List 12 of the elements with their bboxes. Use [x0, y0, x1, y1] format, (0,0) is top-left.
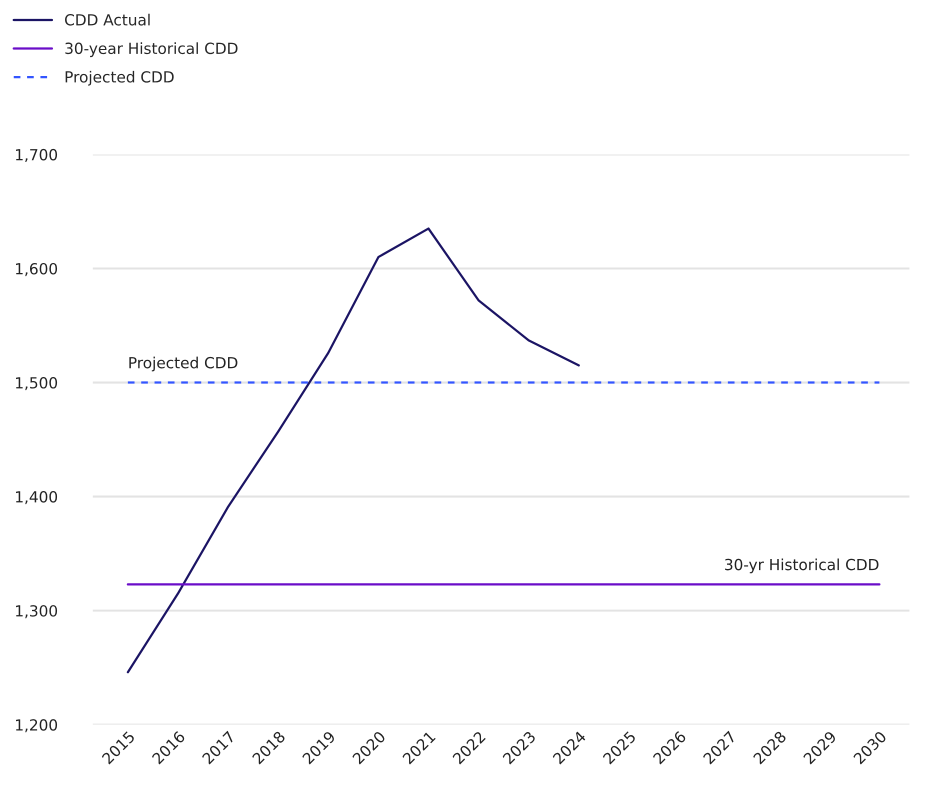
- y-tick-label: 1,700: [16, 148, 58, 162]
- annotation: 30-yr Historical CDD: [725, 558, 878, 574]
- legend-label: 30-year Historical CDD: [65, 42, 238, 58]
- line-series: [126, 227, 580, 674]
- y-tick-label: 1,500: [16, 377, 58, 390]
- y-tick-label: 1,600: [16, 262, 58, 276]
- y-tick-label: 1,400: [16, 491, 58, 504]
- y-tick-label: 1,200: [16, 719, 58, 732]
- y-tick-label: 1,300: [16, 605, 58, 618]
- legend-label: Projected CDD: [66, 70, 174, 86]
- annotation: Projected CDD: [129, 356, 238, 372]
- legend-label: CDD Actual: [65, 14, 150, 26]
